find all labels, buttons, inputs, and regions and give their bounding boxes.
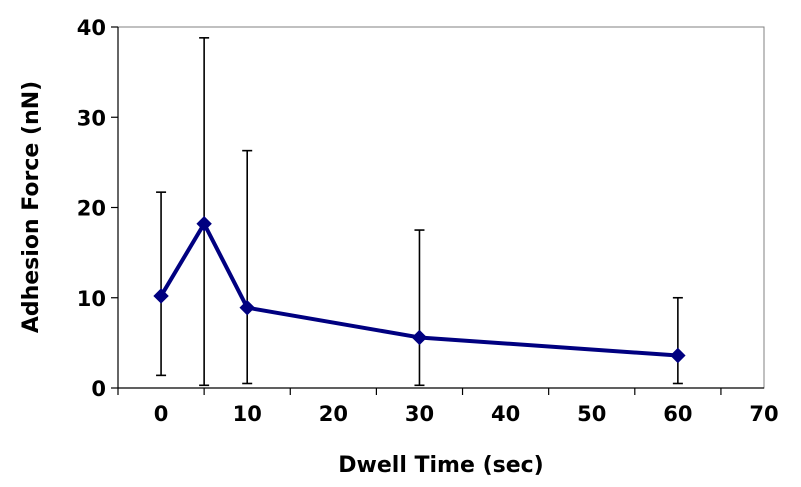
x-tick-label: 60 (663, 402, 692, 426)
x-tick-label: 70 (749, 402, 778, 426)
y-tick-label: 0 (91, 377, 106, 401)
y-axis-title: Adhesion Force (nN) (19, 81, 44, 333)
x-tick-label: 20 (319, 402, 348, 426)
data-point-diamond (153, 288, 169, 304)
y-axis-ticks: 0 10 20 30 40 (77, 16, 118, 401)
data-point-diamond (670, 347, 686, 364)
x-axis-title: Dwell Time (sec) (338, 453, 543, 478)
y-tick-label: 30 (77, 106, 106, 130)
y-tick-label: 10 (77, 287, 106, 311)
plot-area (117, 26, 765, 389)
error-bars (156, 37, 683, 387)
x-tick-label: 50 (577, 402, 606, 426)
data-point-diamond (411, 329, 428, 346)
x-tick-label: 40 (491, 402, 520, 426)
x-tick-label: 30 (405, 402, 434, 426)
x-axis-ticks: 0 10 20 30 40 50 60 70 (117, 388, 779, 426)
x-tick-label: 0 (154, 402, 169, 426)
data-point-diamond (239, 299, 255, 316)
data-markers (153, 216, 686, 364)
data-point-diamond (196, 216, 212, 232)
y-tick-label: 40 (77, 16, 106, 40)
x-tick-label: 10 (233, 402, 262, 426)
y-tick-label: 20 (77, 197, 106, 221)
